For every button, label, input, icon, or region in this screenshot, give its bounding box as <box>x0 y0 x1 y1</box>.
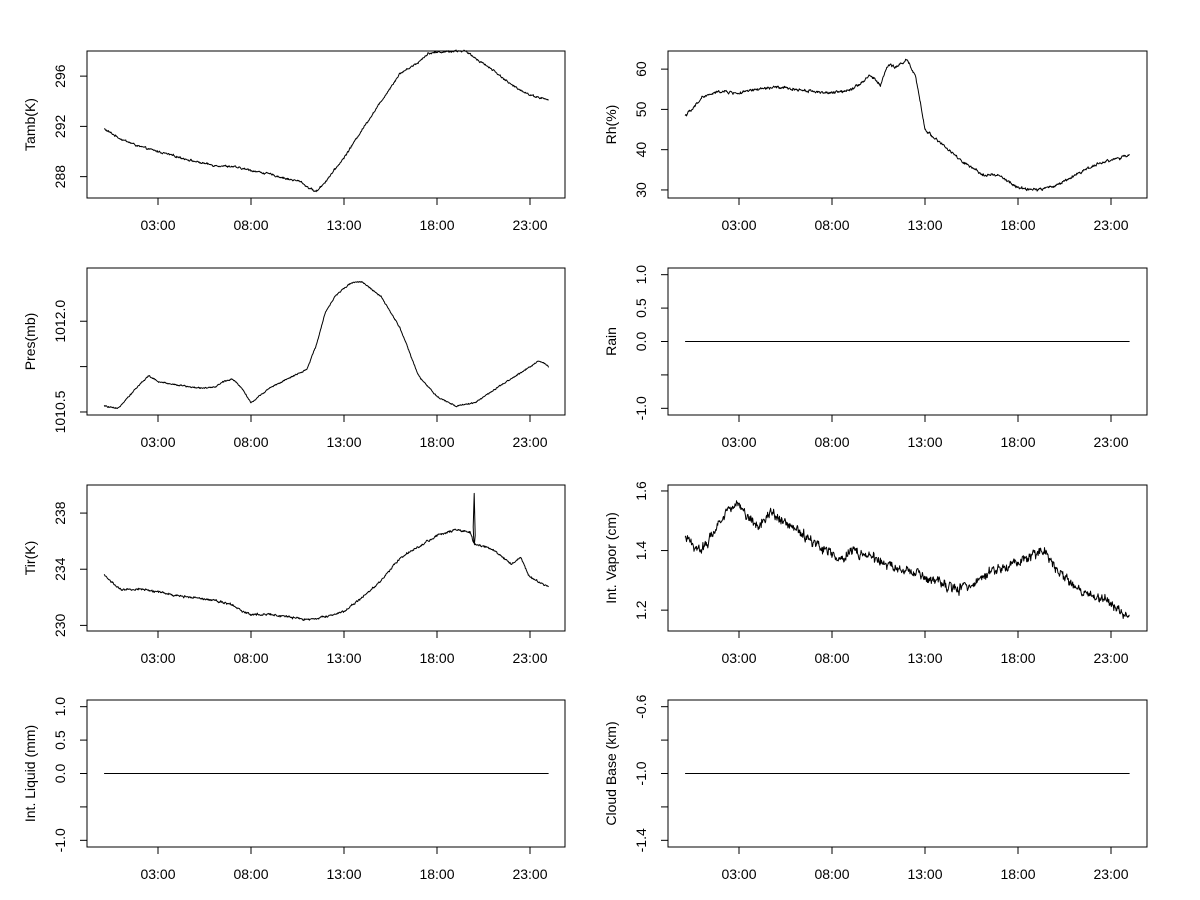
chart-panel-7: 03:00 08:00 13:00 18:00 23:00 -1.0 0.0 0.5 1.0 In… <box>22 697 566 882</box>
x-tick-label: 23:00 <box>1093 650 1128 666</box>
x-tick-label: 08:00 <box>814 650 849 666</box>
x-tick-label: 18:00 <box>419 217 454 233</box>
y-tick-label: 50 <box>633 101 649 117</box>
y-tick-label: 234 <box>52 557 68 581</box>
chart-panel-2: 03:00 08:00 13:00 18:00 23:00 30 40 50 60 Rh(%) <box>603 50 1148 233</box>
y-tick-label: 1.0 <box>633 265 649 285</box>
y-axis-label: Rh(%) <box>603 105 619 145</box>
x-tick-label: 23:00 <box>1093 434 1128 450</box>
series-line <box>103 281 550 409</box>
x-tick-label: 08:00 <box>233 650 268 666</box>
x-tick-label: 18:00 <box>1000 866 1035 882</box>
y-tick-label: -0.6 <box>633 694 649 718</box>
y-axis-label: Rain <box>603 327 619 356</box>
x-tick-label: 03:00 <box>721 650 756 666</box>
x-tick-label: 08:00 <box>233 866 268 882</box>
y-tick-label: 230 <box>52 613 68 637</box>
y-tick-label: 0.0 <box>52 764 68 784</box>
chart-panel-5: 03:00 08:00 13:00 18:00 23:00 230 234 238 Tir(K) <box>22 484 566 666</box>
chart-panel-8: 03:00 08:00 13:00 18:00 23:00 -1.4 -1.0 -0.6 Clo… <box>603 694 1148 882</box>
x-tick-label: 23:00 <box>512 217 547 233</box>
x-tick-label: 08:00 <box>814 866 849 882</box>
plot-frame <box>667 50 1148 199</box>
x-tick-label: 03:00 <box>721 866 756 882</box>
y-tick-label: 0.5 <box>52 730 68 750</box>
chart-panel-4: 03:00 08:00 13:00 18:00 23:00 -1.0 0.0 0.5 1.0 Ra… <box>603 265 1148 450</box>
x-tick-label: 18:00 <box>419 434 454 450</box>
x-tick-label: 23:00 <box>1093 217 1128 233</box>
x-tick-label: 18:00 <box>1000 650 1035 666</box>
x-tick-label: 08:00 <box>814 434 849 450</box>
x-tick-label: 23:00 <box>512 434 547 450</box>
chart-panel-1: 03:00 08:00 13:00 18:00 23:00 288 292 296 Tamb(K… <box>22 49 566 233</box>
y-tick-label: 60 <box>633 61 649 77</box>
x-tick-label: 03:00 <box>140 434 175 450</box>
y-axis-label: Cloud Base (km) <box>603 721 619 825</box>
y-axis-label: Tamb(K) <box>22 98 38 151</box>
chart-panel-6: 03:00 08:00 13:00 18:00 23:00 1.2 1.4 1.6 Int. V… <box>603 481 1148 666</box>
y-tick-label: 1.2 <box>633 600 649 620</box>
x-tick-label: 03:00 <box>721 217 756 233</box>
x-tick-label: 03:00 <box>721 434 756 450</box>
plot-frame <box>667 484 1148 632</box>
x-tick-label: 13:00 <box>326 217 361 233</box>
x-tick-label: 08:00 <box>233 217 268 233</box>
y-axis-label: Int. Vapor (cm) <box>603 512 619 604</box>
y-tick-label: -1.0 <box>633 396 649 420</box>
y-tick-label: -1.0 <box>52 828 68 852</box>
y-tick-label: 292 <box>52 114 68 138</box>
x-tick-label: 13:00 <box>907 217 942 233</box>
y-axis-label: Pres(mb) <box>22 313 38 371</box>
x-tick-label: 13:00 <box>907 434 942 450</box>
y-tick-label: 238 <box>52 501 68 525</box>
y-tick-label: 296 <box>52 64 68 88</box>
x-tick-label: 08:00 <box>233 434 268 450</box>
chart-panel-3: 03:00 08:00 13:00 18:00 23:00 1010.5 1012.0 Pre… <box>22 267 566 450</box>
y-tick-label: 1.4 <box>633 541 649 561</box>
y-tick-label: 0.0 <box>633 332 649 352</box>
series-line <box>684 58 1130 192</box>
y-axis-label: Int. Liquid (mm) <box>22 725 38 822</box>
y-tick-label: -1.4 <box>633 828 649 852</box>
y-tick-label: 0.5 <box>633 298 649 318</box>
x-tick-label: 23:00 <box>512 866 547 882</box>
y-tick-label: -1.0 <box>633 761 649 785</box>
x-tick-label: 03:00 <box>140 650 175 666</box>
y-tick-label: 288 <box>52 165 68 189</box>
y-tick-label: 1.6 <box>633 481 649 501</box>
x-tick-label: 18:00 <box>419 650 454 666</box>
series-line <box>104 49 549 193</box>
x-tick-label: 03:00 <box>140 866 175 882</box>
y-tick-label: 1.0 <box>52 697 68 717</box>
y-tick-label: 1010.5 <box>52 390 68 433</box>
x-tick-label: 13:00 <box>907 650 942 666</box>
x-tick-label: 23:00 <box>1093 866 1128 882</box>
x-tick-label: 18:00 <box>419 866 454 882</box>
x-tick-label: 13:00 <box>326 866 361 882</box>
x-tick-label: 18:00 <box>1000 217 1035 233</box>
series-line <box>103 492 549 621</box>
x-tick-label: 08:00 <box>814 217 849 233</box>
x-tick-label: 13:00 <box>326 650 361 666</box>
y-tick-label: 1012.0 <box>52 300 68 343</box>
x-tick-label: 18:00 <box>1000 434 1035 450</box>
plot-frame <box>86 267 566 416</box>
plot-frame <box>86 484 566 632</box>
plot-frame <box>86 50 566 199</box>
x-tick-label: 13:00 <box>907 866 942 882</box>
x-tick-label: 03:00 <box>140 217 175 233</box>
series-line <box>684 500 1130 619</box>
y-tick-label: 40 <box>633 142 649 158</box>
y-tick-label: 30 <box>633 182 649 198</box>
x-tick-label: 23:00 <box>512 650 547 666</box>
x-tick-label: 13:00 <box>326 434 361 450</box>
y-axis-label: Tir(K) <box>22 541 38 575</box>
